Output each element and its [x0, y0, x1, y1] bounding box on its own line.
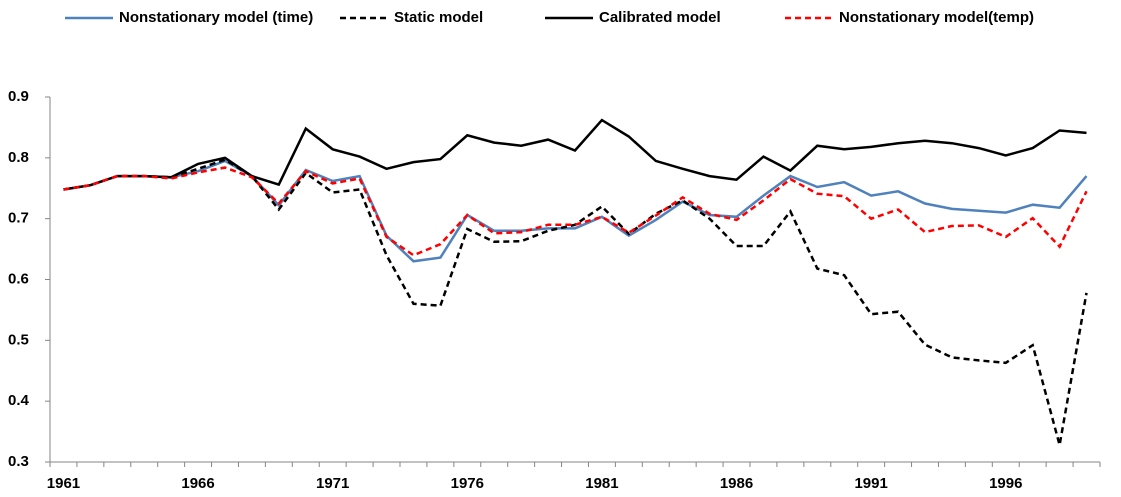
x-tick-label: 1981 [585, 475, 618, 492]
y-tick-label: 0.8 [8, 149, 29, 166]
x-tick-label: 1971 [316, 475, 349, 492]
y-tick-label: 0.9 [8, 88, 29, 105]
x-tick-label: 1996 [989, 475, 1022, 492]
legend-label: Nonstationary model(temp) [839, 9, 1034, 26]
series-line [63, 118, 1087, 191]
y-tick-label: 0.4 [8, 392, 30, 409]
legend-label: Nonstationary model (time) [119, 9, 313, 26]
x-tick-label: 1976 [451, 475, 484, 492]
series-line [63, 166, 1088, 257]
series-line [63, 158, 1088, 446]
x-tick-label: 1966 [181, 475, 214, 492]
x-tick-label: 1986 [720, 475, 753, 492]
y-tick-label: 0.5 [8, 331, 29, 348]
x-tick-label: 1961 [47, 475, 80, 492]
y-tick-label: 0.6 [8, 270, 29, 287]
legend-label: Calibrated model [599, 9, 721, 26]
legend-label: Static model [394, 9, 483, 26]
series-line [63, 159, 1088, 263]
x-tick-label: 1991 [854, 475, 887, 492]
y-tick-label: 0.7 [8, 210, 29, 227]
y-tick-label: 0.3 [8, 453, 29, 470]
